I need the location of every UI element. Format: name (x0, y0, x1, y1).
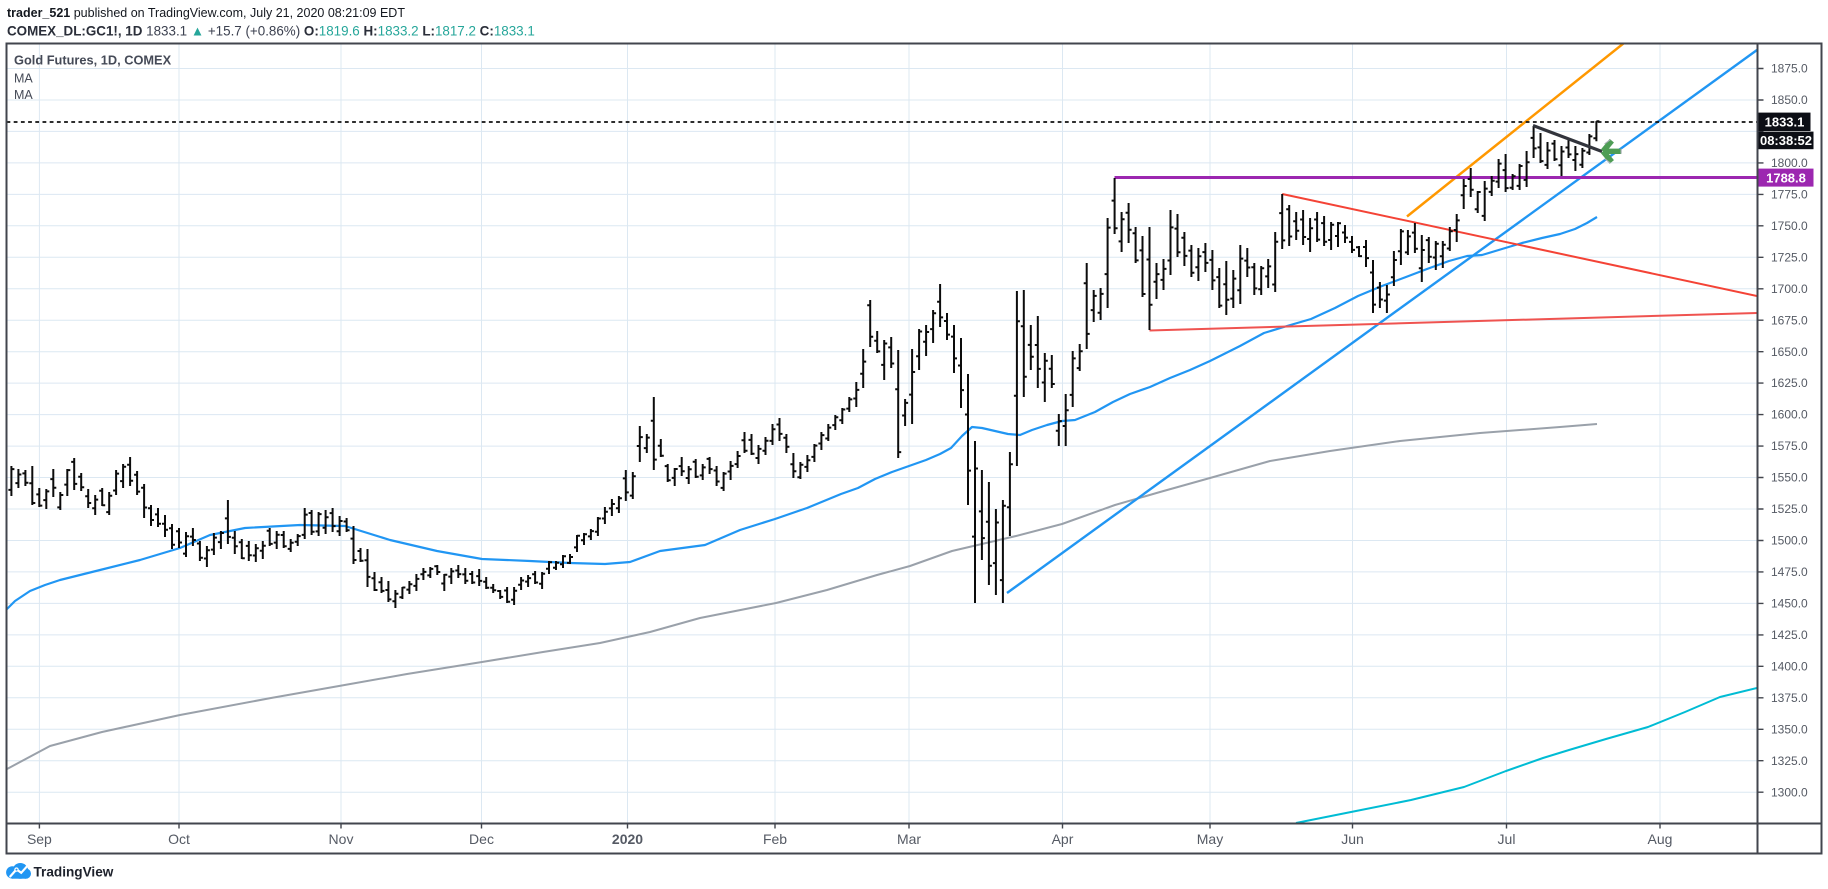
svg-text:Jun: Jun (1341, 831, 1364, 847)
svg-text:1875.0: 1875.0 (1771, 62, 1808, 76)
svg-text:Gold Futures, 1D, COMEX: Gold Futures, 1D, COMEX (14, 53, 172, 68)
svg-text:1525.0: 1525.0 (1771, 502, 1808, 516)
svg-text:1675.0: 1675.0 (1771, 313, 1808, 327)
svg-text:Mar: Mar (897, 831, 921, 847)
svg-text:1833.1: 1833.1 (1765, 114, 1805, 129)
svg-text:1300.0: 1300.0 (1771, 785, 1808, 799)
svg-text:1400.0: 1400.0 (1771, 659, 1808, 673)
svg-text:1375.0: 1375.0 (1771, 691, 1808, 705)
svg-text:1750.0: 1750.0 (1771, 219, 1808, 233)
svg-text:08:38:52: 08:38:52 (1760, 133, 1812, 148)
svg-text:1450.0: 1450.0 (1771, 597, 1808, 611)
svg-text:1850.0: 1850.0 (1771, 93, 1808, 107)
svg-text:MA: MA (14, 88, 33, 102)
svg-text:1575.0: 1575.0 (1771, 439, 1808, 453)
svg-text:trader_521 published on Tradin: trader_521 published on TradingView.com,… (7, 6, 405, 20)
svg-text:Aug: Aug (1648, 831, 1673, 847)
svg-text:1788.8: 1788.8 (1766, 170, 1806, 185)
svg-text:1475.0: 1475.0 (1771, 565, 1808, 579)
svg-text:1650.0: 1650.0 (1771, 345, 1808, 359)
svg-text:1725.0: 1725.0 (1771, 250, 1808, 264)
svg-text:1550.0: 1550.0 (1771, 471, 1808, 485)
svg-text:Apr: Apr (1052, 831, 1074, 847)
svg-text:TradingView: TradingView (34, 864, 114, 879)
svg-text:1800.0: 1800.0 (1771, 156, 1808, 170)
svg-text:Oct: Oct (168, 831, 190, 847)
svg-text:Dec: Dec (469, 831, 494, 847)
svg-text:Jul: Jul (1498, 831, 1516, 847)
svg-text:Feb: Feb (763, 831, 787, 847)
svg-text:1625.0: 1625.0 (1771, 376, 1808, 390)
svg-text:1425.0: 1425.0 (1771, 628, 1808, 642)
svg-text:Sep: Sep (27, 831, 52, 847)
svg-text:1350.0: 1350.0 (1771, 722, 1808, 736)
svg-text:COMEX_DL:GC1!, 1D 1833.1 ▲ +1: COMEX_DL:GC1!, 1D 1833.1 ▲ +15.7 (+0.86%… (7, 24, 535, 39)
svg-text:1500.0: 1500.0 (1771, 534, 1808, 548)
svg-text:1325.0: 1325.0 (1771, 754, 1808, 768)
svg-text:1600.0: 1600.0 (1771, 408, 1808, 422)
svg-text:MA: MA (14, 72, 33, 86)
svg-text:1775.0: 1775.0 (1771, 188, 1808, 202)
svg-text:May: May (1197, 831, 1223, 847)
svg-text:2020: 2020 (612, 831, 643, 847)
svg-text:Nov: Nov (329, 831, 354, 847)
svg-text:1700.0: 1700.0 (1771, 282, 1808, 296)
